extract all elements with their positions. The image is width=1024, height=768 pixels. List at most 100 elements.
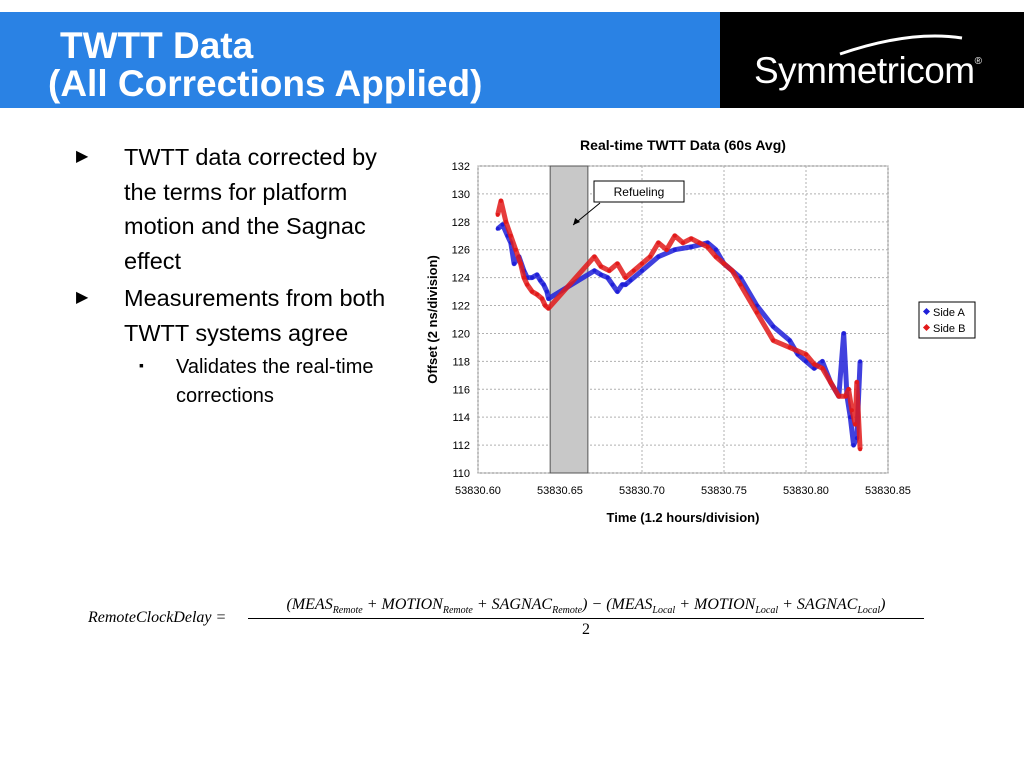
data-point — [656, 254, 661, 259]
data-point — [599, 264, 603, 269]
data-point — [849, 408, 854, 413]
logo-text: Symmetricom — [754, 50, 975, 91]
data-point — [640, 261, 644, 266]
logo-box: Symmetricom® — [720, 12, 1024, 108]
y-tick-label: 132 — [452, 161, 470, 173]
equation-subscript: Local — [857, 605, 881, 617]
data-point — [841, 331, 846, 336]
equation-lhs: RemoteClockDelay = — [88, 609, 227, 626]
data-point — [858, 447, 863, 452]
equation-subscript: Local — [652, 605, 676, 617]
data-point — [513, 247, 518, 252]
subbullet-item: ▪ Validates the real-time corrections — [76, 353, 396, 411]
data-point — [787, 345, 792, 350]
series-line-side-b — [495, 198, 863, 450]
data-point — [615, 261, 620, 266]
data-point — [518, 261, 523, 266]
slide-title-line2: (All Corrections Applied) — [48, 63, 483, 104]
y-tick-label: 112 — [452, 440, 470, 452]
data-point — [546, 296, 551, 301]
title-bar: TWTT Data (All Corrections Applied) — [0, 12, 720, 108]
y-tick-label: 126 — [452, 245, 470, 257]
data-point — [713, 247, 718, 252]
data-point — [628, 278, 633, 283]
data-point — [851, 443, 856, 448]
annotation-box — [593, 180, 685, 203]
data-point — [854, 380, 859, 385]
y-tick-label: 118 — [452, 356, 470, 368]
equation-subscript: Remote — [442, 605, 473, 617]
data-point — [623, 282, 628, 287]
logo-swoosh-icon — [839, 34, 963, 56]
data-point — [787, 338, 792, 343]
equation-numerator: (MEASRemote + MOTIONRemote + SAGNACRemot… — [248, 596, 924, 616]
data-point — [535, 292, 540, 297]
bullet-text: TWTT data corrected by the terms for pla… — [124, 144, 377, 274]
y-tick-label: 130 — [452, 189, 470, 201]
data-point — [804, 352, 808, 357]
triangle-bullet-icon: ▶ — [76, 148, 89, 165]
data-point — [543, 303, 548, 308]
bullet-item: ▶ Measurements from both TWTT systems ag… — [76, 281, 396, 350]
data-point — [610, 282, 615, 287]
data-point — [530, 289, 535, 294]
subbullet-text: Validates the real-time corrections — [176, 356, 374, 407]
y-tick-label: 128 — [452, 217, 470, 229]
fraction-bar — [248, 618, 924, 619]
equation-term: (MEAS — [286, 596, 333, 613]
data-point — [615, 289, 620, 294]
data-point — [722, 261, 726, 266]
data-point — [820, 366, 825, 371]
legend-box — [918, 301, 976, 339]
data-point — [521, 275, 526, 280]
data-point — [672, 247, 677, 252]
data-point — [607, 268, 612, 273]
x-tick-label: 53830.60 — [455, 485, 501, 497]
data-point — [508, 233, 513, 238]
x-tick-label: 53830.65 — [537, 485, 583, 497]
equation-term: + MOTION — [675, 596, 756, 613]
plot-area — [477, 165, 889, 474]
annotation-arrowhead — [573, 218, 581, 225]
data-point — [804, 359, 808, 364]
data-point — [538, 278, 543, 283]
bullet-item: ▶ TWTT data corrected by the terms for p… — [76, 140, 396, 278]
data-point — [512, 261, 517, 266]
y-tick-label: 110 — [452, 468, 470, 480]
legend-label: Side B — [933, 323, 965, 335]
equation-term: ) — [880, 596, 886, 613]
y-tick-label: 122 — [452, 301, 470, 313]
data-point — [771, 324, 776, 329]
data-point — [495, 212, 500, 217]
data-point — [672, 233, 677, 238]
legend-marker-icon — [922, 307, 931, 316]
data-point — [599, 272, 603, 277]
data-point — [843, 394, 848, 399]
data-point — [503, 219, 508, 224]
data-point — [640, 268, 644, 273]
data-point — [705, 244, 710, 249]
y-tick-label: 114 — [452, 412, 470, 424]
data-point — [656, 240, 661, 245]
chart-title: Real-time TWTT Data (60s Avg) — [580, 137, 786, 153]
data-point — [592, 254, 597, 259]
data-point — [530, 275, 535, 280]
x-tick-label: 53830.80 — [783, 485, 829, 497]
equation-term: + MOTION — [362, 596, 443, 613]
data-point — [539, 296, 544, 301]
data-point — [828, 380, 833, 385]
data-point — [858, 359, 863, 364]
bullet-list: ▶ TWTT data corrected by the terms for p… — [76, 140, 396, 411]
data-point — [836, 394, 841, 399]
equation-term: ) − (MEAS — [582, 596, 653, 613]
data-point — [500, 222, 505, 227]
refueling-band — [549, 165, 589, 474]
y-axis-label: Offset (2 ns/division) — [425, 255, 440, 384]
equation-denominator: 2 — [582, 621, 590, 638]
data-point — [620, 282, 625, 287]
data-point — [498, 198, 503, 203]
data-point — [754, 310, 759, 315]
x-tick-label: 53830.70 — [619, 485, 665, 497]
data-point — [689, 236, 694, 241]
data-point — [648, 254, 653, 259]
